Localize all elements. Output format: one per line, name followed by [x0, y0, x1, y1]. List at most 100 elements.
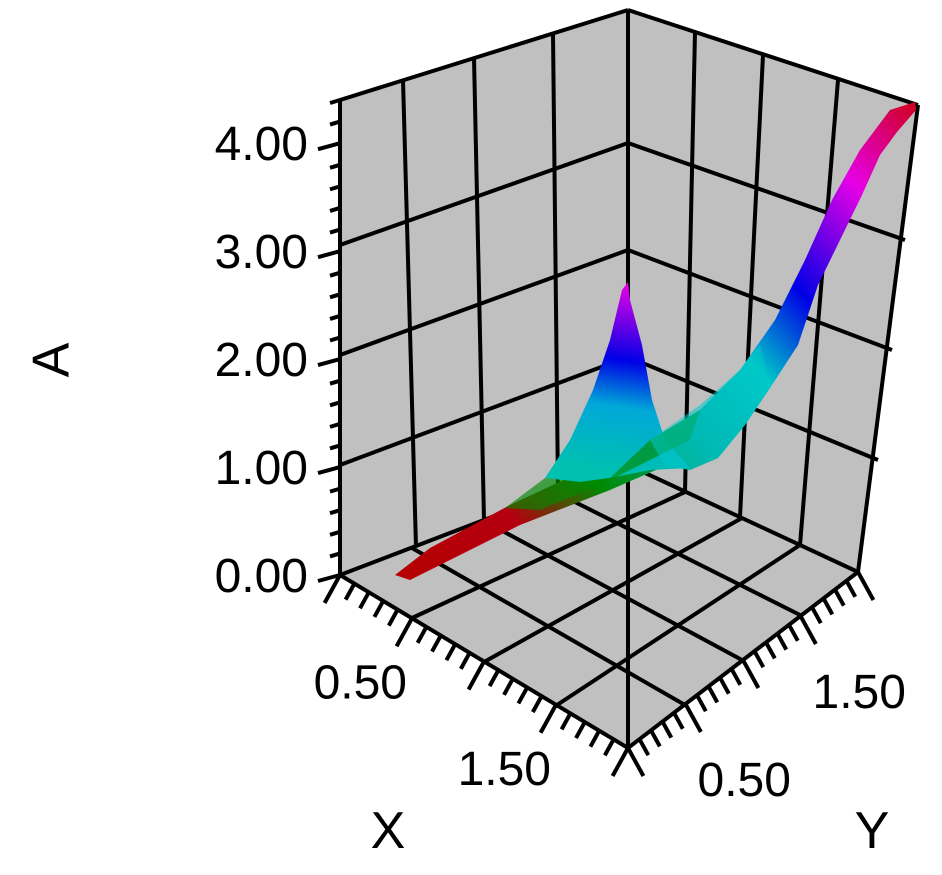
z-tick: [329, 313, 341, 321]
z-tick: [329, 184, 341, 192]
z-tick: [317, 465, 341, 475]
x-tick-label: 1.50: [458, 743, 551, 796]
x-tick: [322, 574, 342, 604]
y-tick: [718, 676, 731, 695]
z-axis-title: A: [23, 342, 81, 377]
x-tick: [394, 617, 414, 648]
x-tick: [459, 651, 472, 670]
y-tick: [856, 571, 876, 601]
surface: [395, 102, 916, 580]
x-tick: [531, 695, 544, 714]
x-tick: [415, 625, 429, 644]
z-tick-label: 1.00: [215, 442, 308, 495]
y-tick: [798, 615, 818, 645]
grid-line: [472, 57, 486, 521]
x-tick: [343, 582, 357, 601]
grid-line: [339, 248, 629, 357]
y-tick: [683, 703, 703, 733]
grid-line: [627, 248, 893, 352]
y-tick: [672, 711, 685, 730]
z-tick: [329, 421, 341, 429]
z-tick: [317, 357, 341, 368]
y-tick: [833, 588, 846, 607]
y-axis-ticks: [626, 571, 876, 777]
z-tick: [329, 378, 341, 386]
z-tick: [317, 249, 341, 260]
x-tick: [502, 677, 515, 696]
grid-line: [411, 490, 686, 620]
z-tick: [329, 227, 341, 235]
z-tick: [329, 98, 341, 105]
x-tick: [430, 634, 443, 653]
y-tick: [626, 747, 646, 777]
z-tick: [317, 141, 341, 152]
y-tick-label: 1.50: [813, 666, 906, 719]
y-tick: [787, 623, 800, 642]
y-tick: [821, 597, 835, 616]
grid-line: [627, 8, 919, 107]
y-tick-label: 0.50: [698, 754, 791, 807]
grid-lines: [338, 8, 920, 750]
z-tick: [329, 162, 341, 170]
z-tick: [329, 529, 341, 537]
y-tick: [810, 606, 823, 625]
x-axis-ticks: [322, 574, 630, 777]
z-tick: [329, 443, 341, 451]
y-tick: [729, 667, 743, 686]
y-tick: [660, 720, 674, 739]
grid-line: [401, 79, 418, 548]
x-tick: [444, 643, 457, 662]
grid-line: [627, 463, 859, 574]
x-tick: [516, 686, 529, 705]
y-tick: [741, 659, 761, 689]
surface-ridge: [545, 282, 690, 482]
z-axis-ticks: [317, 98, 341, 583]
z-tick-labels: 0.00 1.00 2.00 3.00 4.00: [215, 118, 308, 603]
z-tick-label: 2.00: [215, 334, 308, 387]
z-tick: [329, 206, 341, 213]
y-tick: [752, 650, 766, 669]
z-tick: [329, 292, 341, 300]
y-tick: [706, 685, 720, 704]
grid-line: [339, 141, 629, 247]
z-tick: [329, 335, 341, 343]
grid-line: [798, 79, 840, 546]
x-tick-label: 0.50: [314, 656, 407, 709]
x-tick: [487, 669, 501, 688]
y-tick: [695, 694, 708, 713]
grid-line: [339, 8, 629, 102]
y-tick: [649, 729, 662, 748]
x-tick: [574, 721, 587, 740]
x-tick: [588, 729, 601, 748]
y-tick: [844, 579, 858, 598]
y-axis-title: Y: [855, 802, 890, 860]
grid-line: [483, 516, 743, 664]
z-tick: [329, 551, 341, 559]
x-tick: [372, 599, 385, 618]
x-tick: [358, 591, 371, 610]
surface-cyan-band: [650, 345, 770, 470]
z-tick-label: 3.00: [215, 226, 308, 279]
surface-green-band: [505, 410, 700, 510]
grid-line: [339, 355, 629, 467]
y-tick: [637, 738, 651, 757]
x-tick: [610, 747, 630, 777]
z-tick-label: 0.00: [215, 550, 308, 603]
grid-line: [551, 32, 560, 493]
grid-line: [555, 543, 802, 707]
x-axis-title: X: [371, 802, 406, 860]
z-tick: [329, 486, 341, 494]
surface-ribbon: [395, 102, 916, 580]
z-tick: [329, 508, 341, 516]
z-tick: [329, 119, 341, 127]
x-tick-labels: 0.50 1.50: [314, 656, 551, 796]
x-tick: [559, 712, 573, 731]
z-tick-label: 4.00: [215, 118, 308, 171]
x-tick: [387, 608, 400, 627]
grid-line: [738, 54, 765, 518]
grid-line: [856, 104, 920, 573]
z-tick: [329, 400, 341, 408]
x-tick: [466, 660, 486, 691]
y-tick: [764, 641, 777, 660]
